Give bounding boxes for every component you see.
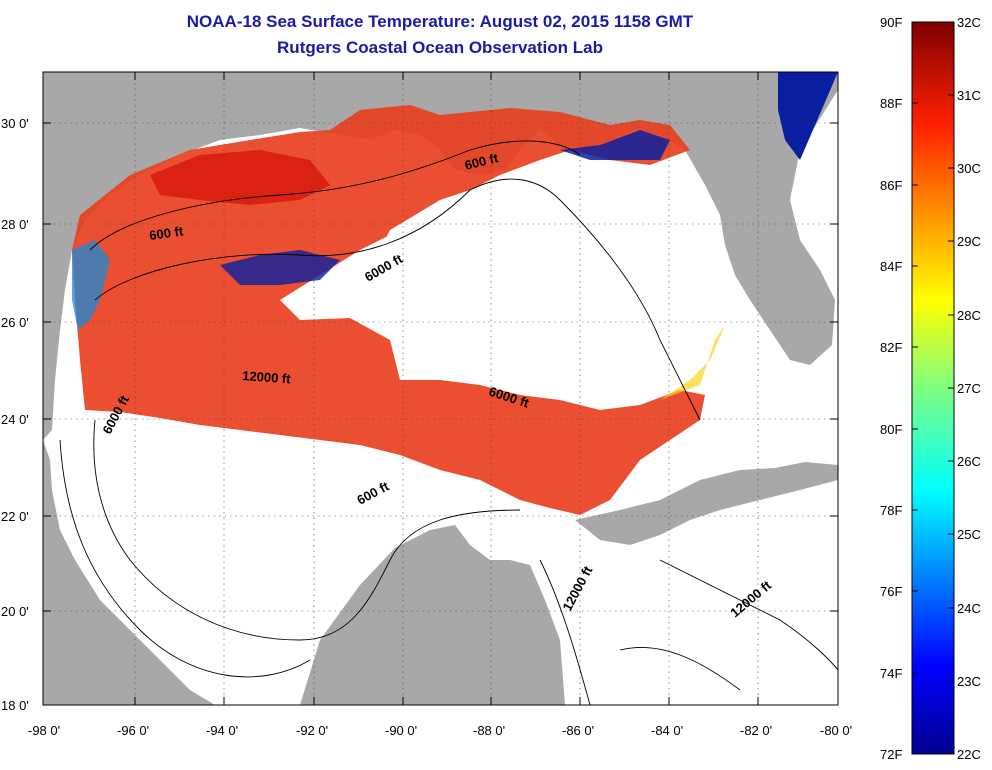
- colorbar-c-label: 32C: [957, 15, 981, 30]
- yucatan-land: [300, 525, 565, 705]
- sst-swath-cool-east: [560, 130, 670, 160]
- map-subtitle: Rutgers Coastal Ocean Observation Lab: [277, 38, 603, 57]
- colorbar-f-label: 90F: [880, 15, 902, 30]
- sst-swath-cool-florida: [778, 72, 838, 160]
- colorbar-f-ticks: [912, 21, 918, 755]
- colorbar-f-label: 76F: [880, 584, 902, 599]
- lon-label: -82 0': [740, 723, 772, 738]
- colorbar-c-label: 27C: [957, 381, 981, 396]
- sst-swath-hot: [150, 150, 330, 205]
- colorbar-c-label: 30C: [957, 161, 981, 176]
- sst-swath-warm: [72, 105, 705, 515]
- colorbar-f-label: 72F: [880, 747, 902, 762]
- colorbar-c-label: 24C: [957, 601, 981, 616]
- colorbar-c-label: 26C: [957, 454, 981, 469]
- colorbar-c-label: 23C: [957, 674, 981, 689]
- colorbar-c-label: 31C: [957, 88, 981, 103]
- longitude-labels: -98 0' -96 0' -94 0' -92 0' -90 0' -88 0…: [28, 723, 852, 738]
- map-title: NOAA-18 Sea Surface Temperature: August …: [186, 12, 694, 31]
- latitude-labels: 30 0' 28 0' 26 0' 24 0' 22 0' 20 0' 18 0…: [1, 116, 29, 713]
- lat-label: 24 0': [1, 412, 29, 427]
- colorbar-f-labels: 90F 88F 86F 84F 82F 80F 78F 76F 74F 72F: [880, 15, 902, 762]
- lat-label: 30 0': [1, 116, 29, 131]
- colorbar-f-label: 78F: [880, 503, 902, 518]
- colorbar-f-label: 88F: [880, 96, 902, 111]
- lon-label: -86 0': [562, 723, 594, 738]
- colorbar-f-label: 86F: [880, 178, 902, 193]
- cuba-land: [575, 462, 838, 545]
- contour-label-600-upper: 600 ft: [148, 223, 184, 243]
- lon-label: -94 0': [206, 723, 238, 738]
- colorbar-f-label: 80F: [880, 422, 902, 437]
- lon-label: -80 0': [820, 723, 852, 738]
- colorbar-c-label: 29C: [957, 234, 981, 249]
- graticule: [43, 72, 838, 705]
- sst-swath-cool-band: [220, 250, 340, 285]
- map-border: [42, 71, 839, 706]
- colorbar-c-labels: 32C 31C 30C 29C 28C 27C 26C 25C 24C 23C …: [957, 15, 981, 762]
- colorbar-c-label: 25C: [957, 527, 981, 542]
- colorbar-c-ticks: [948, 21, 954, 755]
- mexico-land: [43, 440, 215, 705]
- lon-label: -90 0': [385, 723, 417, 738]
- colorbar-c-label: 22C: [957, 747, 981, 762]
- lon-label: -92 0': [296, 723, 328, 738]
- bathymetry-contours: [59, 140, 838, 705]
- cloud-mask-central: [375, 170, 660, 380]
- lat-label: 22 0': [1, 509, 29, 524]
- lon-label: -96 0': [117, 723, 149, 738]
- sst-swath-yellow: [660, 325, 725, 400]
- lat-label: 28 0': [1, 217, 29, 232]
- lat-label: 26 0': [1, 315, 29, 330]
- colorbar-f-label: 74F: [880, 666, 902, 681]
- sst-swath-cool-west: [72, 240, 110, 330]
- axis-ticks: [43, 72, 838, 705]
- colorbar-c-label: 28C: [957, 308, 981, 323]
- lon-label: -84 0': [651, 723, 683, 738]
- lon-label: -88 0': [473, 723, 505, 738]
- lon-label: -98 0': [28, 723, 60, 738]
- colorbar-f-label: 84F: [880, 259, 902, 274]
- colorbar: [911, 21, 955, 755]
- lat-label: 20 0': [1, 604, 29, 619]
- lat-label: 18 0': [1, 698, 29, 713]
- colorbar-f-label: 82F: [880, 340, 902, 355]
- contour-label-12000-central: 12000 ft: [242, 368, 292, 386]
